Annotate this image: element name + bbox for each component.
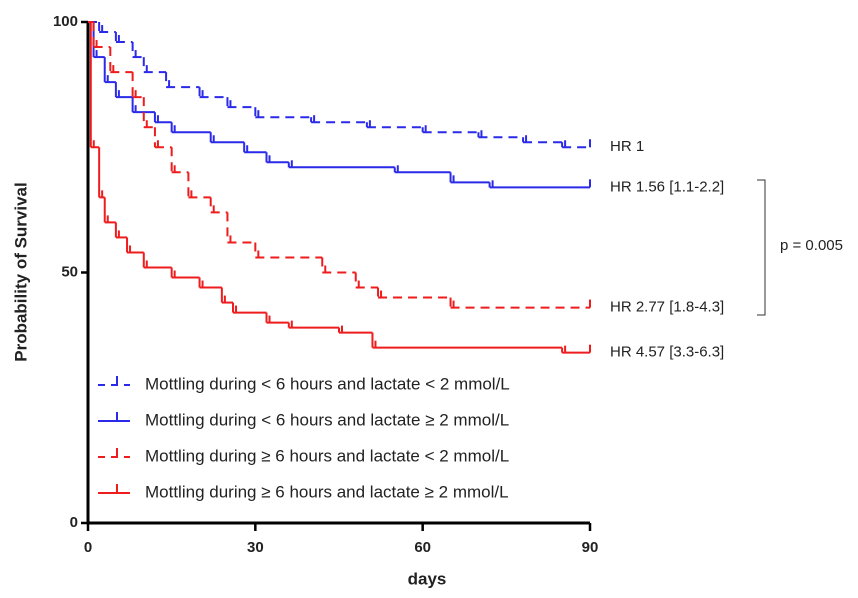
- y-tick-label: 0: [70, 514, 78, 531]
- x-tick-label: 30: [247, 539, 264, 556]
- y-tick-label: 100: [53, 13, 78, 30]
- y-tick-label: 50: [61, 263, 78, 280]
- hr-label: HR 1: [610, 138, 644, 155]
- x-tick-label: 0: [84, 539, 92, 556]
- p-value: p = 0.005: [780, 237, 843, 254]
- legend-label: Mottling during < 6 hours and lactate < …: [145, 374, 510, 393]
- legend-label: Mottling during ≥ 6 hours and lactate < …: [145, 446, 509, 465]
- y-axis-label: Probability of Survival: [11, 182, 30, 362]
- hr-label: HR 4.57 [3.3-6.3]: [610, 344, 724, 361]
- bracket: [757, 179, 766, 316]
- legend-label: Mottling during ≥ 6 hours and lactate ≥ …: [145, 482, 509, 501]
- x-axis-label: days: [408, 569, 447, 588]
- x-tick-label: 60: [414, 539, 431, 556]
- x-tick-label: 90: [582, 539, 599, 556]
- hr-label: HR 1.56 [1.1-2.2]: [610, 178, 724, 195]
- legend-label: Mottling during < 6 hours and lactate ≥ …: [145, 410, 509, 429]
- hr-label: HR 2.77 [1.8-4.3]: [610, 299, 724, 316]
